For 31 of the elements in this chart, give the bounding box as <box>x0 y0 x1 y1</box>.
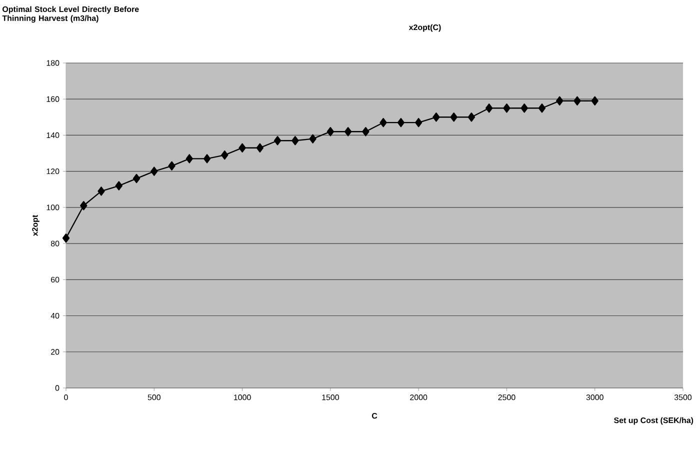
point <box>168 161 176 170</box>
point <box>362 126 370 136</box>
point <box>256 143 264 152</box>
point <box>556 96 564 106</box>
point <box>397 118 405 128</box>
point <box>221 150 228 160</box>
point <box>414 118 422 128</box>
point <box>292 136 299 146</box>
point <box>326 126 334 136</box>
point <box>115 181 122 190</box>
point <box>485 104 493 113</box>
point <box>344 126 352 136</box>
point <box>380 118 387 128</box>
point <box>150 166 158 176</box>
point <box>274 136 282 146</box>
point <box>186 154 194 164</box>
point <box>503 104 510 113</box>
point <box>520 104 528 113</box>
point <box>591 96 598 106</box>
point <box>468 112 476 122</box>
point <box>538 104 546 113</box>
point <box>80 201 88 210</box>
point <box>132 174 140 184</box>
point <box>450 112 458 122</box>
point <box>98 186 105 196</box>
point <box>309 134 316 144</box>
point <box>238 143 246 152</box>
point <box>574 96 581 106</box>
point <box>62 234 70 243</box>
point <box>432 112 440 122</box>
point <box>203 154 211 164</box>
